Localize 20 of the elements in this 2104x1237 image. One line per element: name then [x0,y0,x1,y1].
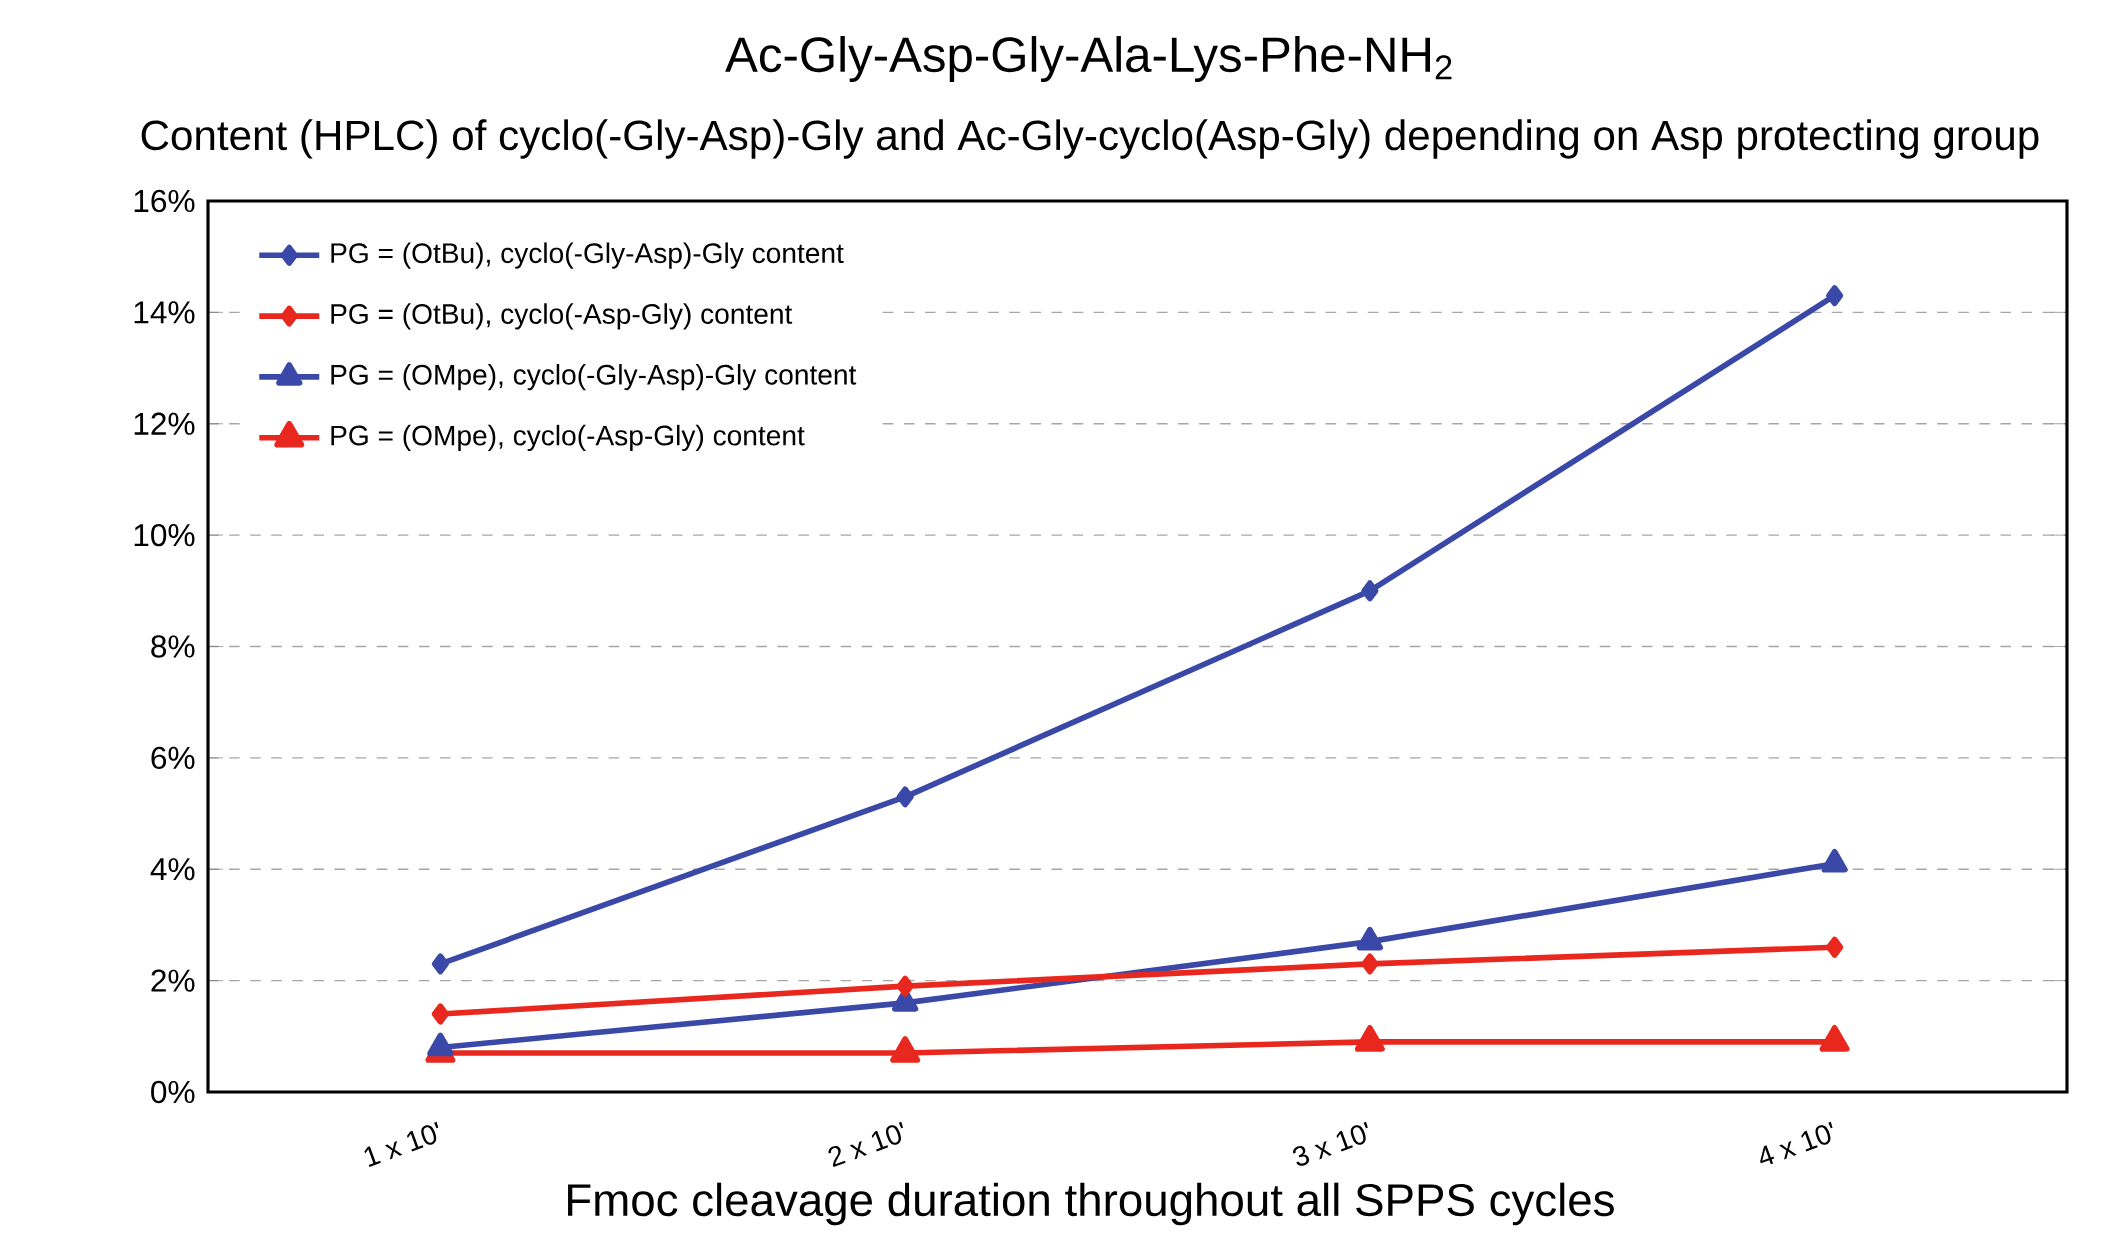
y-tick-label: 8% [151,635,195,658]
y-tick-label: 16% [134,189,195,213]
chart-subtitle: Content (HPLC) of cyclo(-Gly-Asp)-Gly and Ac-Gly-cyclo(Asp-Gly) depending on Asp protecting group [141,119,2039,159]
chart-title: Ac-Gly-Asp-Gly-Ala-Lys-Phe-NH$_{2}$ [725,36,1452,82]
x-tick-label: 2 x 10' [828,1121,904,1168]
legend-label: PG = (OMpe), cyclo(-Gly-Asp)-Gly content [331,364,857,391]
legend-label: PG = (OtBu), cyclo(-Gly-Asp)-Gly content [331,242,844,269]
y-tick-label: 6% [151,746,195,770]
y-tick-label: 4% [150,858,195,881]
x-tick-label: 3 x 10' [1293,1121,1368,1166]
y-tick-label: 10% [134,523,195,547]
y-tick-label: 14% [134,301,195,324]
legend-label: PG = (OMpe), cyclo(-Asp-Gly) content [331,424,805,452]
y-tick-label: 2% [151,969,195,992]
x-tick-label: 4 x 10' [1760,1121,1833,1165]
x-axis-title: Fmoc cleavage duration throughout all SPPS cycles [568,1182,1614,1226]
y-tick-label: 12% [134,412,195,435]
x-tick-label: 1 x 10' [364,1121,439,1167]
legend-label: PG = (OtBu), cyclo(-Asp-Gly) content [331,303,793,330]
y-tick-label: 0% [151,1080,195,1104]
